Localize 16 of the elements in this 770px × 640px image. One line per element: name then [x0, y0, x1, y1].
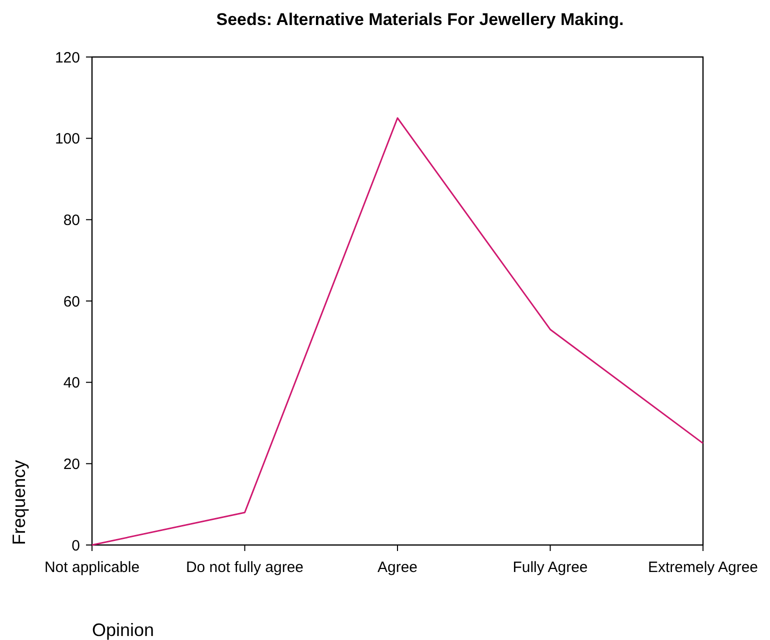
x-tick-label: Extremely Agree: [648, 559, 758, 576]
x-tick-label: Not applicable: [44, 559, 140, 576]
y-tick-label: 0: [72, 537, 80, 554]
y-tick-label: 120: [54, 49, 80, 66]
x-tick-label: Agree: [377, 559, 418, 576]
y-tick-label: 100: [54, 130, 80, 148]
y-tick-label: 40: [63, 374, 80, 392]
x-axis-title: Opinion: [92, 620, 154, 640]
y-tick-label: 80: [63, 212, 80, 229]
y-axis-title: Frequency: [9, 460, 29, 545]
y-tick-label: 60: [63, 293, 80, 310]
line-series: [91, 117, 704, 546]
x-tick-label: Do not fully agree: [186, 559, 304, 576]
y-tick-label: 20: [63, 456, 80, 473]
x-tick-label: Fully Agree: [512, 559, 588, 576]
chart-title: Seeds: Alternative Materials For Jewellery Making.: [216, 10, 624, 29]
